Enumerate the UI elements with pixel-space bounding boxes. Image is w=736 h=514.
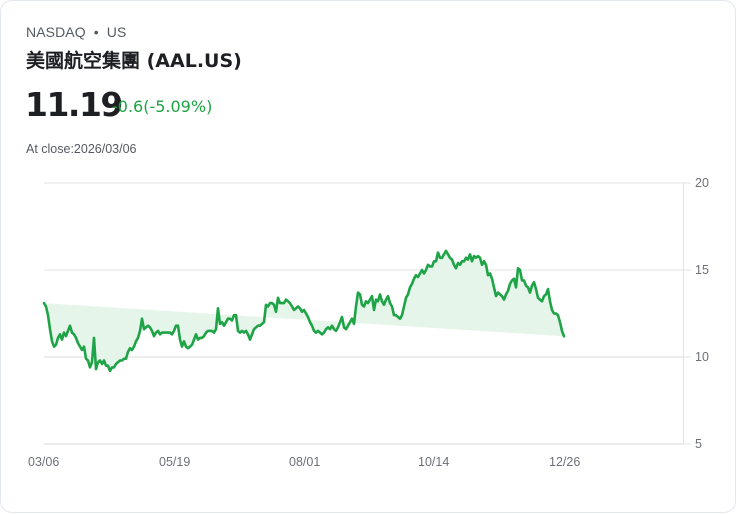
exchange-info: NASDAQ • US <box>26 24 126 40</box>
grid-lines <box>44 182 691 445</box>
price-change: -0.6(-5.09%) <box>112 97 213 116</box>
y-tick-label: 10 <box>695 350 709 364</box>
x-tick-label: 08/01 <box>289 455 320 469</box>
y-tick-label: 20 <box>695 176 709 190</box>
exchange-name: NASDAQ <box>26 24 86 40</box>
x-tick-label: 05/19 <box>159 455 190 469</box>
separator-dot: • <box>93 24 99 40</box>
close-date: At close:2026/03/06 <box>26 142 137 156</box>
country-code: US <box>106 24 127 40</box>
stock-title: 美國航空集團 (AAL.US) <box>26 50 242 72</box>
y-axis: 20 15 10 5 <box>695 176 709 451</box>
y-tick-label: 15 <box>695 263 709 277</box>
y-tick-label: 5 <box>695 437 702 451</box>
price-line <box>42 249 566 373</box>
x-tick-label: 03/06 <box>28 455 59 469</box>
current-price: 11.19 <box>25 85 123 124</box>
x-tick-label: 12/26 <box>549 455 580 469</box>
x-tick-label: 10/14 <box>418 455 449 469</box>
x-axis: 03/06 05/19 08/01 10/14 12/26 <box>28 455 580 469</box>
